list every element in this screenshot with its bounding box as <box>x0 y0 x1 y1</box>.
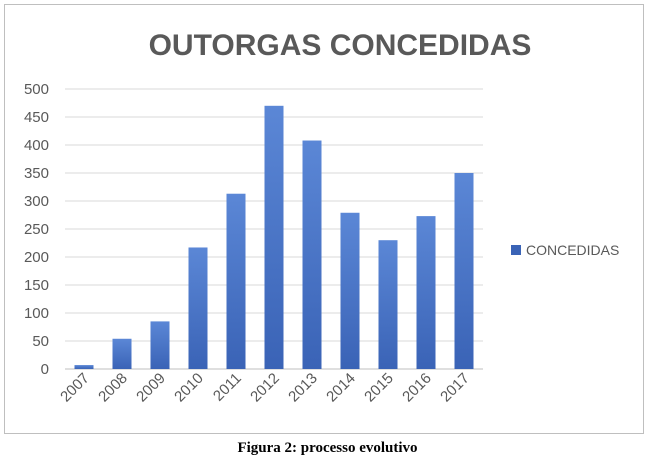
y-tick-label: 500 <box>24 81 49 98</box>
chart-title: OUTORGAS CONCEDIDAS <box>149 29 532 62</box>
y-tick-label: 50 <box>32 333 49 350</box>
bar-2007 <box>74 365 94 369</box>
bar-2017 <box>454 173 474 369</box>
x-tick-label: 2007 <box>57 370 93 406</box>
bar-2014 <box>340 212 360 369</box>
bar-2008 <box>112 338 132 369</box>
x-tick-label: 2008 <box>95 370 131 406</box>
x-tick-label: 2010 <box>171 370 207 406</box>
x-axis-ticks: 2007 2008 2009 2010 2011 2012 2013 2014 2015 2016… <box>57 370 473 406</box>
bar-2010 <box>188 247 208 369</box>
y-axis-ticks: 0 50 100 150 200 250 300 350 400 450 500 <box>24 81 49 378</box>
bar-2013 <box>302 140 322 369</box>
x-tick-label: 2011 <box>210 370 245 405</box>
x-tick-label: 2017 <box>437 370 473 406</box>
y-tick-label: 400 <box>24 137 49 154</box>
y-tick-label: 150 <box>24 277 49 294</box>
x-tick-label: 2012 <box>247 370 283 406</box>
bar-2012 <box>264 105 284 370</box>
bar-chart: OUTORGAS CONCEDIDAS 0 50 100 150 200 250 300 35… <box>24 29 619 406</box>
legend: CONCEDIDAS <box>511 242 619 258</box>
y-tick-label: 450 <box>24 109 49 126</box>
y-tick-label: 100 <box>24 305 49 322</box>
x-tick-label: 2014 <box>323 370 359 406</box>
bars <box>74 105 474 370</box>
x-tick-label: 2009 <box>133 370 169 406</box>
bar-2015 <box>378 240 398 369</box>
bar-2016 <box>416 216 436 369</box>
legend-swatch <box>511 245 521 255</box>
y-tick-label: 350 <box>24 165 49 182</box>
x-tick-label: 2016 <box>399 370 435 406</box>
bar-2011 <box>226 193 246 369</box>
y-tick-label: 200 <box>24 249 49 266</box>
bar-2009 <box>150 321 170 369</box>
y-tick-label: 0 <box>41 361 49 378</box>
x-tick-label: 2013 <box>285 370 321 406</box>
x-tick-label: 2015 <box>361 370 397 406</box>
y-tick-label: 300 <box>24 193 49 210</box>
y-tick-label: 250 <box>24 221 49 238</box>
legend-label: CONCEDIDAS <box>526 242 619 258</box>
figure-caption: Figura 2: processo evolutivo <box>237 440 418 456</box>
chart-frame: OUTORGAS CONCEDIDAS 0 50 100 150 200 250 300 35… <box>4 4 644 434</box>
